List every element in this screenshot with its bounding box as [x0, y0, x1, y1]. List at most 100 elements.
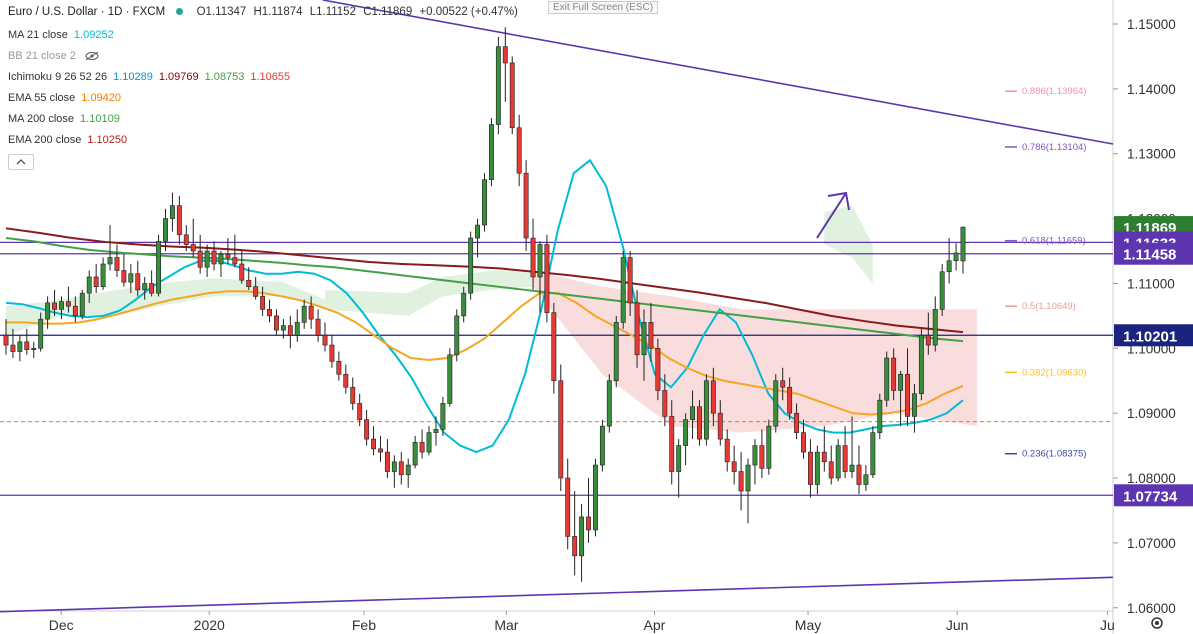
candle-body — [287, 325, 293, 336]
candle-body — [835, 445, 841, 479]
candle-body — [440, 403, 446, 430]
settings-gear-icon[interactable] — [1151, 617, 1163, 629]
candle-body — [482, 179, 487, 226]
indicator-row[interactable]: MA 200 close 1.10109 — [8, 113, 120, 125]
candle-body — [579, 516, 585, 557]
candle-body — [794, 412, 800, 433]
indicator-label: EMA 55 close — [8, 92, 76, 104]
candle-body — [405, 464, 411, 476]
indicator-row[interactable]: Ichimoku 9 26 52 26 1.10289 1.09769 1.08753… — [8, 71, 290, 83]
y-tick-label: 1.15000 — [1127, 17, 1176, 32]
candle-body — [343, 373, 349, 388]
candle-body — [232, 257, 238, 265]
candle-body — [828, 461, 834, 479]
candle-body — [530, 237, 536, 278]
y-tick-label: 1.11000 — [1127, 276, 1175, 291]
candle-body — [606, 380, 612, 427]
candle-body — [211, 250, 217, 265]
y-tick-label: 1.06000 — [1127, 601, 1176, 616]
candle-body — [856, 464, 862, 485]
ichimoku-cloud-green — [824, 205, 873, 284]
candle-body — [870, 432, 876, 476]
candle-body — [197, 250, 203, 268]
candle-body — [176, 205, 182, 236]
candle-body — [364, 419, 370, 440]
candle-body — [807, 451, 813, 485]
candle-body — [898, 373, 904, 391]
candle-body — [912, 393, 917, 417]
hidden-eye-icon[interactable] — [84, 51, 100, 61]
candle-body — [648, 322, 654, 349]
candle-body — [350, 386, 356, 404]
fib-level-label: 0.886(1.13964) — [1022, 86, 1086, 97]
candle-body — [593, 464, 598, 531]
symbol-title[interactable]: Euro / U.S. Dollar · 1D · FXCM — [8, 6, 166, 18]
candle-body — [156, 240, 162, 294]
candle-body — [918, 335, 924, 395]
indicator-value: 1.09420 — [81, 92, 122, 104]
indicator-row[interactable]: BB 21 close 2 — [8, 50, 100, 62]
y-tick-label: 1.09000 — [1127, 406, 1176, 421]
candle-body — [280, 325, 286, 331]
candle-body — [121, 270, 127, 283]
candle-body — [849, 464, 855, 472]
candle-body — [93, 276, 99, 287]
candle-body — [925, 335, 931, 346]
indicator-row[interactable]: EMA 200 close 1.10250 — [8, 134, 127, 146]
candle-body — [135, 273, 141, 291]
candle-body — [329, 344, 335, 362]
candle-body — [100, 263, 106, 287]
candle-body — [128, 273, 134, 283]
indicator-row[interactable]: EMA 55 close 1.09420 — [8, 92, 121, 104]
candle-body — [218, 253, 224, 265]
collapse-legend-button[interactable] — [8, 154, 34, 170]
x-tick-label: Apr — [644, 617, 666, 633]
indicator-label: BB 21 close 2 — [8, 50, 76, 62]
arrow-annotation-head — [827, 191, 850, 211]
candle-body — [86, 276, 92, 294]
x-tick-label: Jun — [946, 617, 969, 633]
candle-body — [669, 416, 675, 472]
candle-body — [495, 46, 501, 125]
trendline — [322, 0, 1114, 145]
candle-body — [52, 302, 57, 310]
candle-body — [627, 257, 633, 304]
price-tag — [1114, 324, 1193, 347]
price-axis-panel — [1113, 0, 1193, 634]
exit-fullscreen-button[interactable]: Exit Full Screen (ESC) — [548, 1, 659, 14]
fib-level-label: 0.236(1.08375) — [1022, 449, 1086, 460]
candle-body — [731, 461, 737, 472]
candle-body — [759, 445, 765, 469]
x-tick-label: 2020 — [194, 617, 225, 633]
candle-body — [190, 244, 196, 252]
candle-body — [565, 477, 571, 537]
ohlc-change: +0.00522 (+0.47%) — [419, 6, 518, 18]
candle-body — [946, 260, 952, 273]
x-tick-label: Mar — [494, 617, 518, 633]
indicator-value: 1.10250 — [87, 134, 128, 146]
candle-body — [683, 419, 689, 446]
candle-body — [766, 425, 772, 469]
candle-body — [371, 438, 376, 450]
candle-body — [38, 318, 44, 349]
candle-body — [246, 279, 252, 287]
candle-body — [703, 380, 709, 440]
candle-body — [641, 322, 647, 356]
candle-body — [322, 335, 328, 346]
indicator-label: MA 200 close — [8, 113, 75, 125]
indicator-label: Ichimoku 9 26 52 26 — [8, 71, 108, 83]
candle-body — [537, 244, 543, 278]
indicator-label: MA 21 close — [8, 29, 68, 41]
candle-body — [586, 516, 591, 531]
candle-body — [516, 127, 522, 174]
candle-body — [225, 253, 231, 258]
trendline — [0, 576, 1114, 613]
indicator-row[interactable]: MA 21 close 1.09252 — [8, 29, 114, 41]
series-line — [6, 290, 964, 416]
ohlc-low: L1.11152 — [309, 6, 356, 18]
candle-body — [676, 445, 682, 472]
candle-body — [59, 301, 64, 310]
arrow-annotation — [816, 192, 847, 239]
candle-body — [391, 461, 397, 472]
